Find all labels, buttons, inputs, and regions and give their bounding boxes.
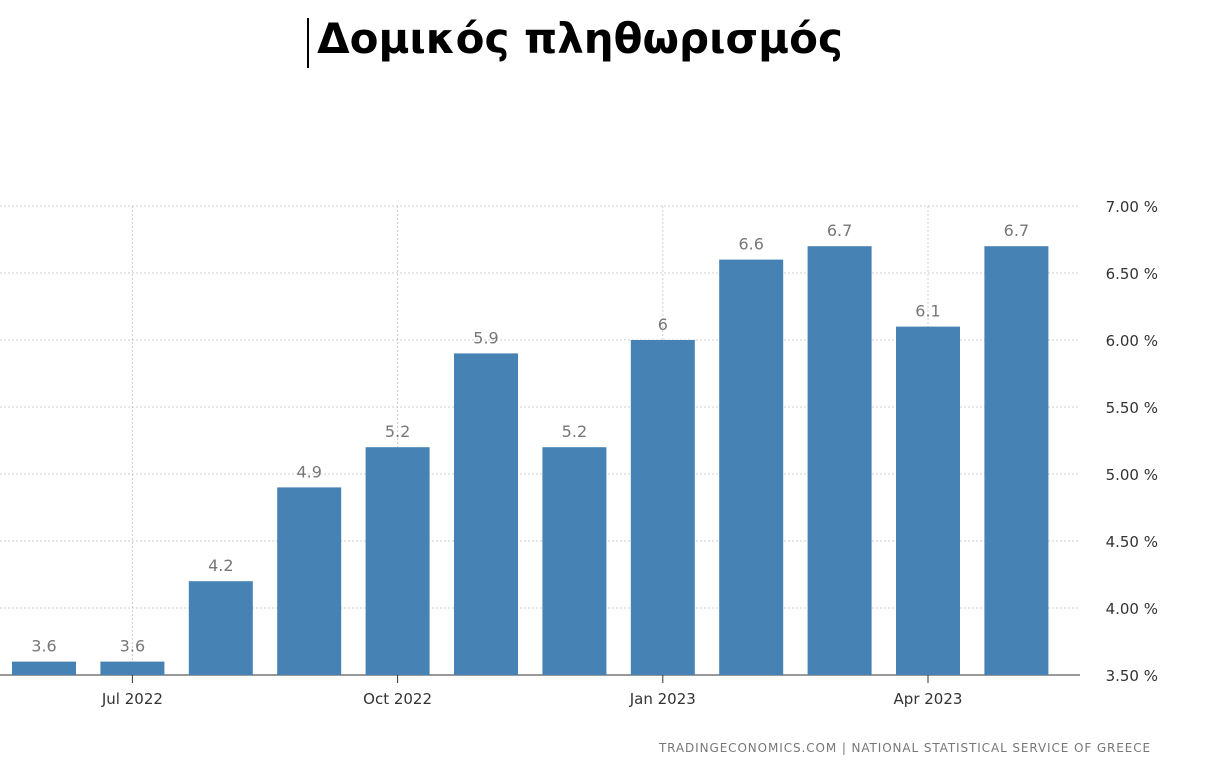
y-tick-label: 5.00 %	[1106, 466, 1158, 484]
bars	[12, 246, 1049, 675]
text-cursor	[307, 18, 309, 68]
y-tick-label: 4.50 %	[1106, 533, 1158, 551]
bar-value-label: 6.7	[827, 221, 852, 240]
bar	[984, 246, 1049, 675]
y-tick-label: 7.00 %	[1106, 198, 1158, 216]
bar-value-label: 3.6	[31, 637, 56, 656]
y-tick-label: 6.00 %	[1106, 332, 1158, 350]
bar-value-label: 5.2	[562, 422, 587, 441]
bar-value-label: 3.6	[120, 637, 145, 656]
bar-value-label: 6	[658, 315, 668, 334]
bar-value-label: 6.1	[915, 302, 940, 321]
bar-value-label: 6.7	[1004, 221, 1029, 240]
bar	[12, 661, 76, 675]
bar	[807, 246, 872, 675]
x-tick-label: Apr 2023	[894, 690, 963, 708]
bar	[896, 326, 960, 675]
y-axis-ticks: 7.00 % 6.50 % 6.00 % 5.50 % 5.00 % 4.50 % 4.00…	[1106, 198, 1158, 685]
x-axis-ticks: Jul 2022 Oct 2022 Jan 2023 Apr 2023	[101, 675, 963, 708]
y-tick-label: 6.50 %	[1106, 265, 1158, 283]
bar	[188, 581, 253, 675]
chart-title: Δομικός πληθωρισμός	[317, 14, 843, 63]
x-tick-label: Oct 2022	[363, 690, 432, 708]
bar	[100, 661, 165, 675]
bar	[454, 353, 518, 675]
source-footer: TRADINGECONOMICS.COM | NATIONAL STATISTI…	[658, 741, 1151, 755]
bar-value-label: 5.2	[385, 422, 410, 441]
bar-value-label: 4.9	[296, 462, 321, 481]
bar	[277, 487, 342, 675]
value-labels: 3.6 3.6 4.2 4.9 5.2 5.9 5.2 6 6.6 6.7 6.1 6.7	[31, 221, 1029, 655]
y-tick-label: 4.00 %	[1106, 600, 1158, 618]
bar-value-label: 4.2	[208, 556, 233, 575]
bar	[630, 340, 695, 675]
bar	[365, 447, 430, 675]
y-tick-label: 5.50 %	[1106, 399, 1158, 417]
bar	[719, 259, 784, 675]
bar	[542, 447, 607, 675]
bar-value-label: 6.6	[738, 235, 763, 254]
y-tick-label: 3.50 %	[1106, 667, 1158, 685]
x-tick-label: Jul 2022	[101, 690, 163, 708]
x-tick-label: Jan 2023	[629, 690, 696, 708]
bar-value-label: 5.9	[473, 328, 498, 347]
